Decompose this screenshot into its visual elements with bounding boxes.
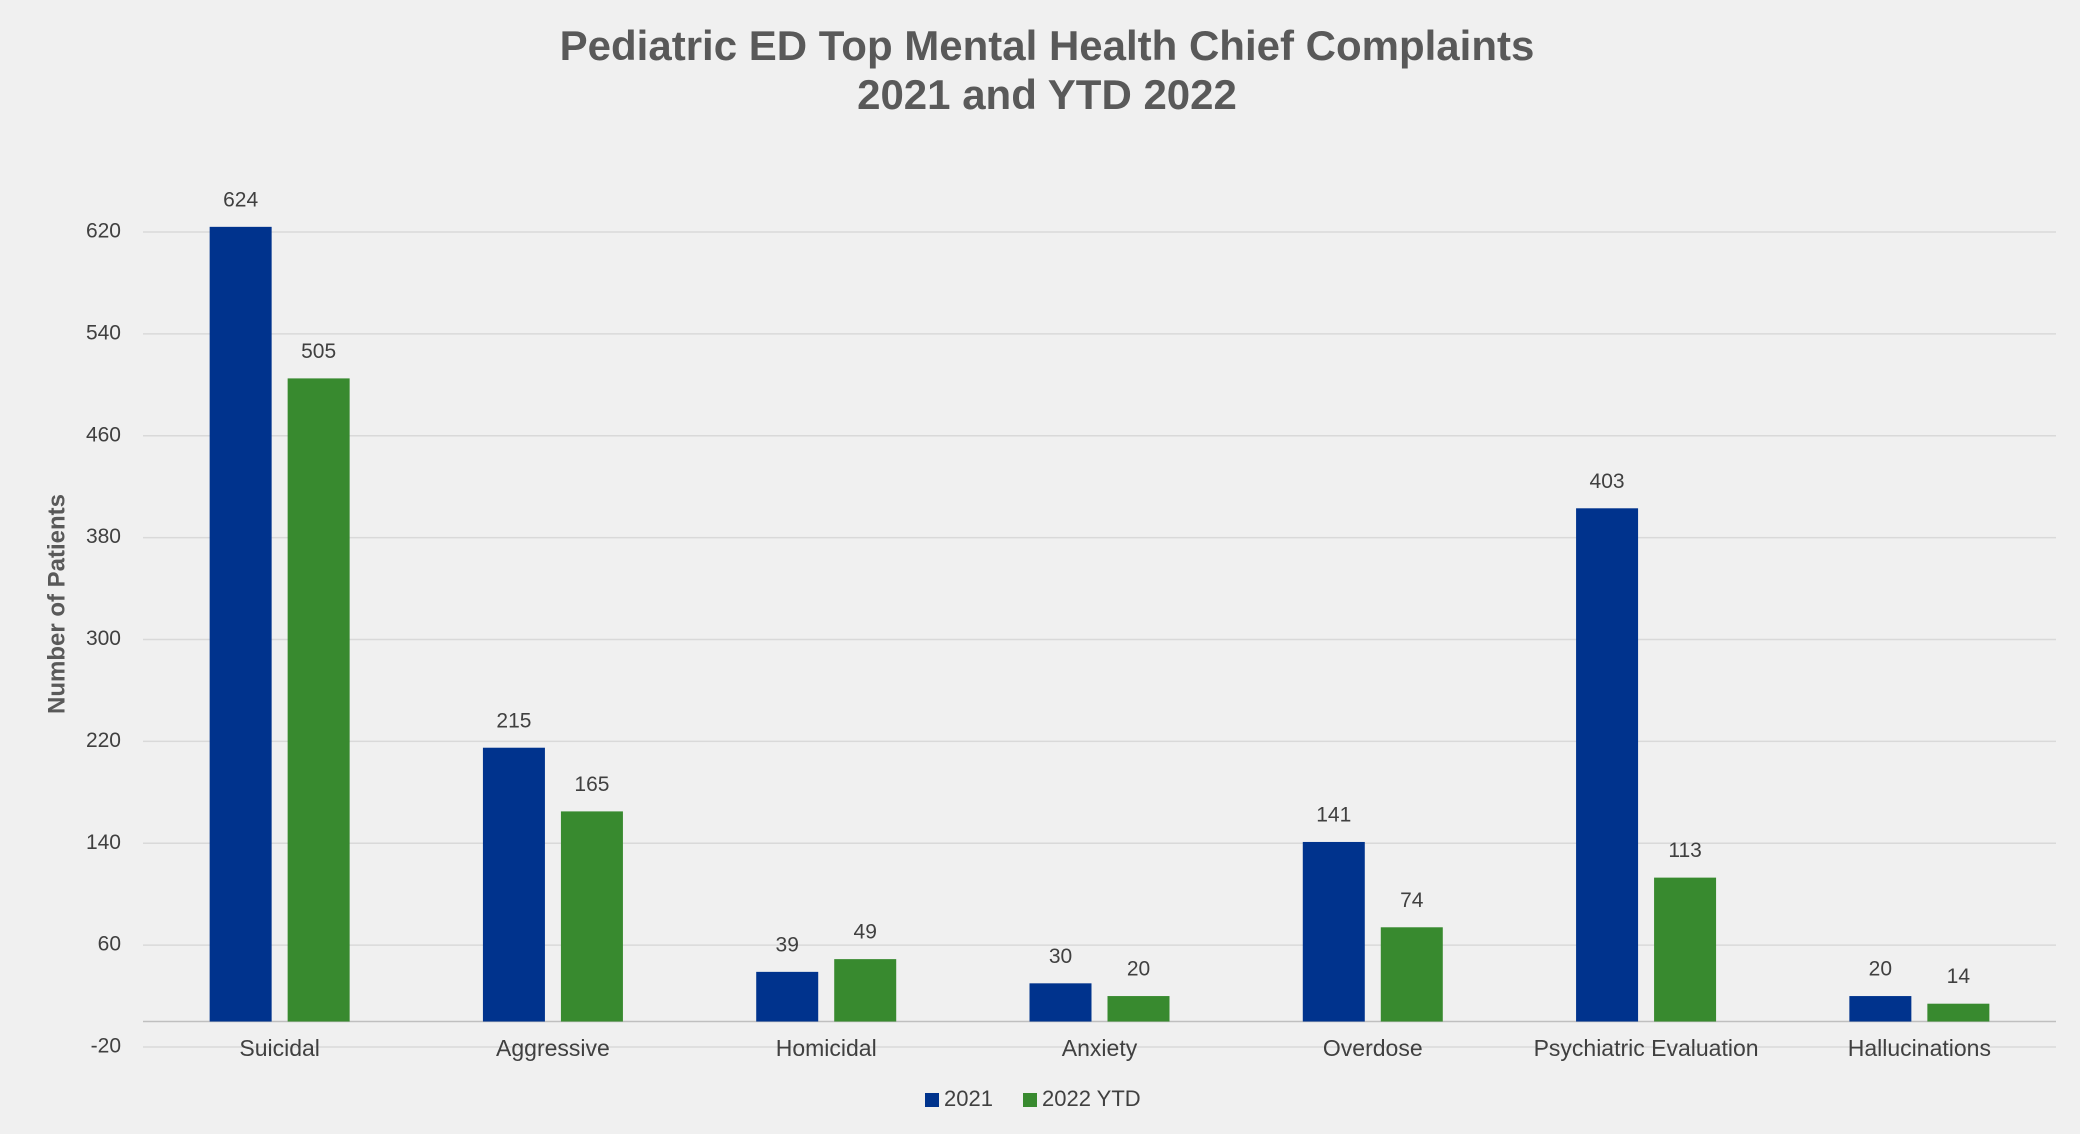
x-tick-label: Anxiety [1062,1035,1138,1061]
data-label: 165 [574,773,609,796]
data-label: 215 [496,709,531,732]
x-tick-label: Overdose [1323,1035,1423,1061]
x-tick-label: Hallucinations [1848,1035,1991,1061]
x-tick-label: Psychiatric Evaluation [1534,1035,1759,1061]
bar [209,226,272,1022]
bar [287,378,350,1022]
data-label: 141 [1316,804,1351,827]
bar [1302,841,1365,1022]
y-axis-label: Number of Patients [43,494,70,714]
bar [834,959,897,1022]
data-label: 20 [1869,958,1892,981]
x-tick-label: Aggressive [496,1035,610,1061]
y-tick-label: 140 [86,831,121,854]
chart-title: Pediatric ED Top Mental Health Chief Com… [560,22,1535,69]
y-tick-label: -20 [91,1035,121,1058]
bar [756,971,819,1022]
data-label: 39 [776,933,799,956]
y-tick-label: 300 [86,627,121,650]
data-label: 74 [1400,889,1424,912]
data-label: 505 [301,340,336,363]
data-label: 49 [854,921,877,944]
legend-swatch [925,1093,939,1107]
y-tick-label: 620 [86,219,121,242]
y-tick-label: 460 [86,423,121,446]
bar [1576,508,1639,1022]
data-label: 14 [1947,965,1971,988]
legend-label: 2021 [944,1086,993,1111]
y-tick-label: 60 [98,933,121,956]
bar [1849,996,1912,1022]
x-tick-label: Homicidal [776,1035,877,1061]
data-label: 624 [223,188,258,211]
bar [1107,996,1170,1022]
legend-label: 2022 YTD [1042,1086,1141,1111]
data-label: 20 [1127,958,1150,981]
legend-swatch [1023,1093,1037,1107]
y-tick-label: 540 [86,321,121,344]
bar [1029,983,1092,1022]
data-label: 403 [1590,470,1625,493]
bar [482,747,545,1022]
bar [560,811,623,1022]
data-label: 30 [1049,945,1072,968]
y-tick-label: 380 [86,525,121,548]
bar [1380,927,1443,1022]
bar [1654,877,1717,1022]
chart-subtitle: 2021 and YTD 2022 [857,71,1237,118]
data-label: 113 [1668,839,1701,862]
x-tick-label: Suicidal [239,1035,320,1061]
y-tick-label: 220 [86,729,121,752]
bar [1927,1003,1990,1022]
